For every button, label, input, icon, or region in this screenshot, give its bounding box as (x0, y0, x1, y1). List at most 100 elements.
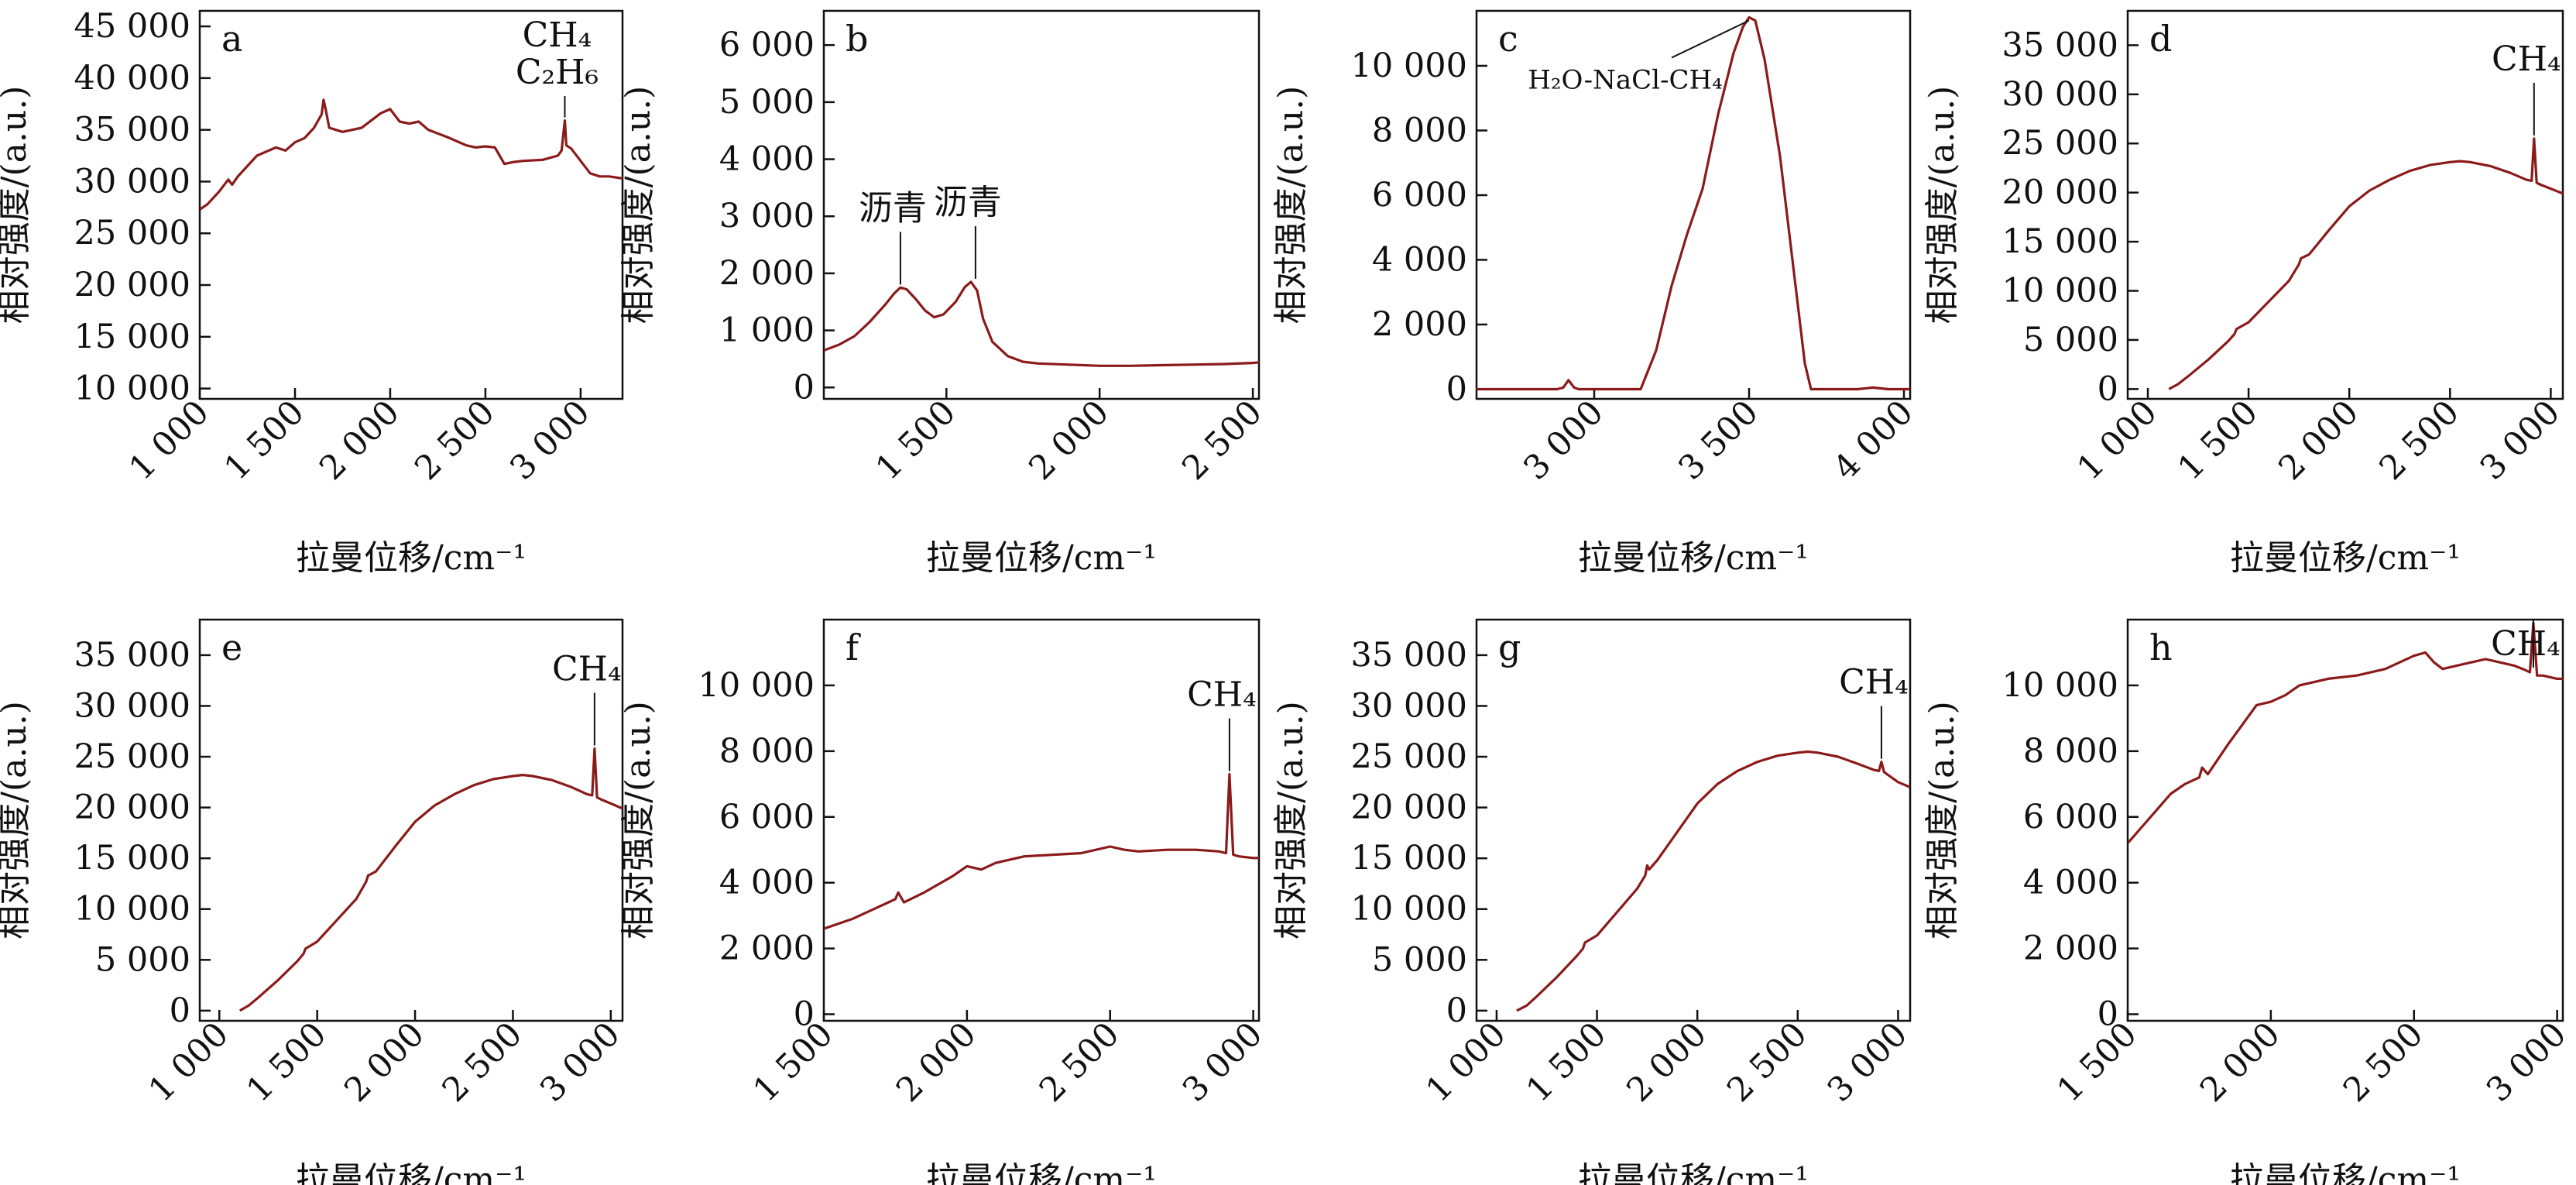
x-tick-label: 2 500 (2372, 393, 2467, 487)
y-tick-label: 10 000 (1351, 890, 1467, 929)
panel-label: h (2149, 627, 2173, 668)
y-tick-label: 0 (794, 368, 815, 407)
x-axis-title: 拉曼位移/cm⁻¹ (296, 538, 527, 578)
x-tick-label: 2 500 (1175, 393, 1269, 487)
y-axis-title: 相对强度/(a.u.) (1923, 701, 1962, 939)
y-tick-label: 4 000 (719, 140, 815, 179)
x-tick-label: 2 500 (407, 393, 502, 487)
y-tick-label: 0 (170, 991, 190, 1030)
y-axis-title: 相对强度/(a.u.) (619, 701, 658, 939)
y-tick-label: 6 000 (2023, 798, 2118, 836)
y-tick-label: 20 000 (74, 788, 190, 827)
y-tick-label: 15 000 (74, 839, 190, 878)
annotation-leader (1671, 19, 1750, 59)
x-axis-title: 拉曼位移/cm⁻¹ (2230, 1160, 2461, 1185)
x-tick-label: 3 000 (1516, 393, 1610, 487)
y-axis-title: 相对强度/(a.u.) (619, 86, 658, 325)
peak-annotation: CH₄ (2491, 620, 2561, 668)
y-tick-label: 5 000 (1372, 940, 1467, 979)
annotation-label: CH₄ (2492, 40, 2561, 79)
y-tick-label: 30 000 (1351, 686, 1467, 725)
peak-annotation: 沥青 (859, 188, 927, 285)
peak-annotation: CH₄ (1187, 675, 1257, 771)
y-tick-label: 40 000 (74, 59, 190, 98)
plot-frame (822, 9, 1261, 400)
y-tick-label: 4 000 (1372, 240, 1467, 279)
panel-label: g (1498, 627, 1521, 668)
panel-g: 0 5 000 10 000 15 000 20 000 25 000 30 000 35 0… (1271, 618, 1915, 1185)
x-axis-title: 拉曼位移/cm⁻¹ (926, 538, 1157, 578)
y-tick-label: 35 000 (2002, 26, 2118, 64)
annotation-label: C₂H₆ (516, 53, 599, 92)
x-tick-label: 3 000 (1820, 1015, 1915, 1109)
panel-d: 0 5 000 10 000 15 000 20 000 25 000 30 000 35 0… (1923, 9, 2567, 578)
y-tick-label: 35 000 (74, 111, 190, 149)
y-axis-title: 相对强度/(a.u.) (1271, 701, 1311, 939)
annotation-label: CH₄ (552, 650, 622, 689)
x-axis-title: 拉曼位移/cm⁻¹ (2230, 538, 2461, 578)
panel-a: 10 000 15 000 20 000 25 000 30 000 35 000 40 0… (0, 7, 624, 578)
x-tick-label: 2 500 (2336, 1015, 2430, 1109)
spectrum-line (2168, 137, 2563, 390)
y-tick-label: 10 000 (2002, 666, 2118, 705)
spectrum-line (2128, 621, 2563, 844)
panel-label: f (846, 627, 861, 668)
plot-frame (2126, 618, 2564, 1022)
panel-label: c (1498, 18, 1518, 60)
y-axis-title: 相对强度/(a.u.) (0, 86, 34, 325)
x-axis-title: 拉曼位移/cm⁻¹ (1578, 538, 1809, 578)
x-tick-label: 3 000 (533, 1015, 627, 1109)
y-tick-label: 30 000 (74, 162, 190, 201)
y-tick-label: 25 000 (1351, 737, 1467, 776)
y-tick-label: 10 000 (1351, 46, 1467, 85)
y-tick-label: 2 000 (719, 929, 815, 968)
peak-annotation: 沥青 (934, 183, 1002, 279)
y-tick-label: 35 000 (74, 636, 190, 675)
panel-c: 0 2 000 4 000 6 000 8 000 10 000 3 000 3 500 4 0… (1271, 9, 1921, 578)
x-tick-label: 3 000 (2473, 393, 2567, 487)
y-tick-label: 20 000 (2002, 173, 2118, 212)
y-tick-label: 5 000 (2023, 321, 2118, 359)
annotation-label: 沥青 (934, 183, 1002, 222)
spectrum-line (824, 772, 1259, 930)
x-tick-label: 3 000 (2479, 1015, 2574, 1109)
y-tick-label: 10 000 (74, 890, 190, 929)
annotation-label: CH₄ (1839, 663, 1909, 702)
y-tick-label: 5 000 (95, 940, 190, 979)
annotation-label: CH₄ (1187, 675, 1257, 715)
x-tick-label: 3 500 (1671, 393, 1765, 487)
x-tick-label: 4 000 (1826, 393, 1920, 487)
panel-b: 0 1 000 2 000 3 000 4 000 5 000 6 000 1 500 2 00… (619, 9, 1270, 578)
x-tick-label: 2 000 (1022, 393, 1116, 487)
y-axis-title: 相对强度/(a.u.) (1271, 86, 1311, 325)
plot-frame (198, 9, 624, 400)
x-tick-label: 1 500 (2170, 393, 2265, 487)
plot-frame (822, 618, 1261, 1022)
x-tick-label: 2 000 (2272, 393, 2366, 487)
x-tick-label: 1 500 (1519, 1015, 1614, 1109)
y-tick-label: 25 000 (74, 737, 190, 776)
annotation-label: CH₄ (2491, 624, 2561, 664)
x-tick-label: 2 000 (889, 1015, 983, 1109)
x-tick-label: 3 000 (503, 393, 597, 487)
y-tick-label: 5 000 (719, 83, 815, 122)
x-tick-label: 2 500 (435, 1015, 530, 1109)
y-tick-label: 30 000 (2002, 75, 2118, 114)
x-tick-label: 2 000 (2193, 1015, 2287, 1109)
x-tick-label: 2 000 (312, 393, 406, 487)
y-tick-label: 10 000 (74, 369, 190, 408)
x-tick-label: 1 500 (869, 393, 963, 487)
y-tick-label: 0 (1446, 369, 1467, 408)
y-tick-label: 0 (2098, 995, 2118, 1034)
y-tick-label: 2 000 (1372, 305, 1467, 344)
plot-frame (198, 618, 624, 1022)
y-tick-label: 2 000 (2023, 929, 2118, 968)
y-tick-label: 35 000 (1351, 636, 1467, 675)
spectrum-line (1516, 750, 1910, 1012)
peak-annotation: CH₄ (552, 650, 622, 746)
y-axis-title: 相对强度/(a.u.) (0, 701, 34, 939)
